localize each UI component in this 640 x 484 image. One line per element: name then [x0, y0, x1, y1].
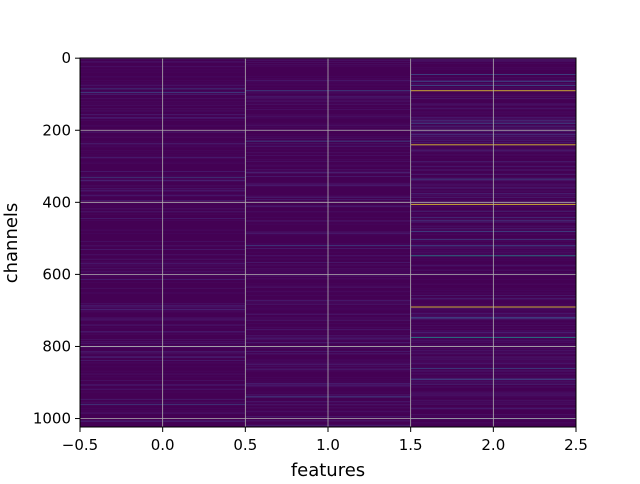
- y-tick-label: 400: [42, 193, 71, 211]
- x-tick-label: 1.5: [399, 436, 423, 454]
- x-tick-label: −0.5: [62, 436, 98, 454]
- x-axis: −0.5 0.0 0.5 1.0 1.5 2.0 2.5: [62, 427, 588, 454]
- y-tick-label: 0: [61, 49, 71, 67]
- x-axis-label: features: [291, 460, 365, 480]
- y-tick-label: 600: [42, 265, 71, 283]
- y-tick-label: 800: [42, 337, 71, 355]
- x-tick-label: 2.0: [481, 436, 505, 454]
- y-axis: 0 200 400 600 800 1000: [33, 49, 80, 428]
- x-tick-label: 0.0: [151, 436, 175, 454]
- x-tick-label: 0.5: [233, 436, 257, 454]
- y-tick-label: 200: [42, 121, 71, 139]
- x-tick-label: 2.5: [564, 436, 588, 454]
- y-axis-label: channels: [1, 203, 22, 284]
- x-tick-label: 1.0: [316, 436, 340, 454]
- y-tick-label: 1000: [33, 410, 71, 428]
